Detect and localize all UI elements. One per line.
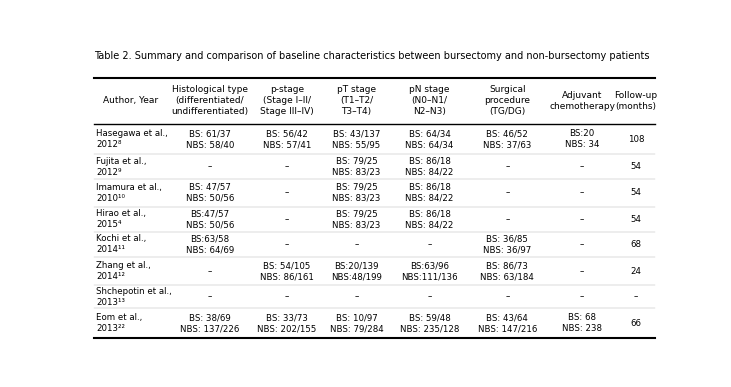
Text: –: – <box>580 240 584 249</box>
Text: –: – <box>580 162 584 171</box>
Text: –: – <box>284 215 289 224</box>
Text: BS: 43/137
NBS: 55/95: BS: 43/137 NBS: 55/95 <box>333 129 381 149</box>
Text: BS: 68
NBS: 238: BS: 68 NBS: 238 <box>562 313 602 333</box>
Text: BS: 79/25
NBS: 83/23: BS: 79/25 NBS: 83/23 <box>333 156 381 176</box>
Text: –: – <box>580 292 584 301</box>
Text: –: – <box>428 292 432 301</box>
Text: pN stage
(N0–N1/
N2–N3): pN stage (N0–N1/ N2–N3) <box>409 85 450 116</box>
Text: Surgical
procedure
(TG/DG): Surgical procedure (TG/DG) <box>485 85 531 116</box>
Text: BS:47/57
NBS: 50/56: BS:47/57 NBS: 50/56 <box>186 209 234 229</box>
Text: Eom et al.,
2013²²: Eom et al., 2013²² <box>96 313 142 333</box>
Text: –: – <box>505 292 510 301</box>
Text: BS: 33/73
NBS: 202/155: BS: 33/73 NBS: 202/155 <box>257 313 317 333</box>
Text: BS:20/139
NBS:48/199: BS:20/139 NBS:48/199 <box>331 261 382 281</box>
Text: BS: 38/69
NBS: 137/226: BS: 38/69 NBS: 137/226 <box>180 313 240 333</box>
Text: –: – <box>505 215 510 224</box>
Text: 68: 68 <box>631 240 642 249</box>
Text: Hirao et al.,
2015⁴: Hirao et al., 2015⁴ <box>96 209 146 229</box>
Text: Table 2. Summary and comparison of baseline characteristics between bursectomy a: Table 2. Summary and comparison of basel… <box>94 51 650 61</box>
Text: pT stage
(T1–T2/
T3–T4): pT stage (T1–T2/ T3–T4) <box>337 85 376 116</box>
Text: BS: 10/97
NBS: 79/284: BS: 10/97 NBS: 79/284 <box>330 313 384 333</box>
Text: p-stage
(Stage I–II/
Stage III–IV): p-stage (Stage I–II/ Stage III–IV) <box>260 85 314 116</box>
Text: –: – <box>284 292 289 301</box>
Text: BS: 36/85
NBS: 36/97: BS: 36/85 NBS: 36/97 <box>483 234 531 254</box>
Text: Hasegawa et al.,
2012⁸: Hasegawa et al., 2012⁸ <box>96 129 167 149</box>
Text: BS: 86/18
NBS: 84/22: BS: 86/18 NBS: 84/22 <box>405 156 454 176</box>
Text: BS:63/96
NBS:111/136: BS:63/96 NBS:111/136 <box>401 261 458 281</box>
Text: –: – <box>284 240 289 249</box>
Text: –: – <box>208 162 212 171</box>
Text: BS: 46/52
NBS: 37/63: BS: 46/52 NBS: 37/63 <box>483 129 531 149</box>
Text: BS: 56/42
NBS: 57/41: BS: 56/42 NBS: 57/41 <box>262 129 311 149</box>
Text: 54: 54 <box>631 162 642 171</box>
Text: BS:63/58
NBS: 64/69: BS:63/58 NBS: 64/69 <box>186 234 234 254</box>
Text: –: – <box>284 162 289 171</box>
Text: –: – <box>284 188 289 197</box>
Text: BS: 86/73
NBS: 63/184: BS: 86/73 NBS: 63/184 <box>480 261 534 281</box>
Text: BS: 54/105
NBS: 86/161: BS: 54/105 NBS: 86/161 <box>260 261 314 281</box>
Text: –: – <box>580 215 584 224</box>
Text: Imamura et al.,
2010¹⁰: Imamura et al., 2010¹⁰ <box>96 183 162 203</box>
Text: Histological type
(differentiated/
undifferentiated): Histological type (differentiated/ undif… <box>171 85 249 116</box>
Text: BS: 43/64
NBS: 147/216: BS: 43/64 NBS: 147/216 <box>477 313 537 333</box>
Text: Fujita et al.,
2012⁹: Fujita et al., 2012⁹ <box>96 156 146 176</box>
Text: BS: 79/25
NBS: 83/23: BS: 79/25 NBS: 83/23 <box>333 183 381 203</box>
Text: –: – <box>208 292 212 301</box>
Text: BS: 61/37
NBS: 58/40: BS: 61/37 NBS: 58/40 <box>186 129 234 149</box>
Text: 108: 108 <box>628 135 644 144</box>
Text: –: – <box>580 267 584 276</box>
Text: Author, Year: Author, Year <box>103 96 159 105</box>
Text: –: – <box>208 267 212 276</box>
Text: 54: 54 <box>631 215 642 224</box>
Text: Zhang et al.,
2014¹²: Zhang et al., 2014¹² <box>96 261 151 281</box>
Text: –: – <box>580 188 584 197</box>
Text: Shchepotin et al.,
2013¹³: Shchepotin et al., 2013¹³ <box>96 287 172 307</box>
Text: BS:20
NBS: 34: BS:20 NBS: 34 <box>565 129 599 149</box>
Text: BS: 79/25
NBS: 83/23: BS: 79/25 NBS: 83/23 <box>333 209 381 229</box>
Text: –: – <box>505 188 510 197</box>
Text: 54: 54 <box>631 188 642 197</box>
Text: –: – <box>428 240 432 249</box>
Text: –: – <box>355 240 359 249</box>
Text: –: – <box>505 162 510 171</box>
Text: –: – <box>355 292 359 301</box>
Text: BS: 47/57
NBS: 50/56: BS: 47/57 NBS: 50/56 <box>186 183 234 203</box>
Text: BS: 59/48
NBS: 235/128: BS: 59/48 NBS: 235/128 <box>400 313 459 333</box>
Text: BS: 86/18
NBS: 84/22: BS: 86/18 NBS: 84/22 <box>405 183 454 203</box>
Text: BS: 64/34
NBS: 64/34: BS: 64/34 NBS: 64/34 <box>405 129 454 149</box>
Text: Adjuvant
chemotherapy: Adjuvant chemotherapy <box>549 91 616 111</box>
Text: Kochi et al.,
2014¹¹: Kochi et al., 2014¹¹ <box>96 234 146 254</box>
Text: –: – <box>634 292 638 301</box>
Text: Follow-up
(months): Follow-up (months) <box>615 91 658 111</box>
Text: 66: 66 <box>631 319 642 328</box>
Text: BS: 86/18
NBS: 84/22: BS: 86/18 NBS: 84/22 <box>405 209 454 229</box>
Text: 24: 24 <box>631 267 642 276</box>
